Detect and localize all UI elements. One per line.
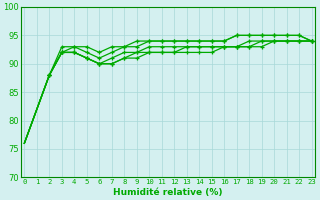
X-axis label: Humidité relative (%): Humidité relative (%) bbox=[113, 188, 223, 197]
